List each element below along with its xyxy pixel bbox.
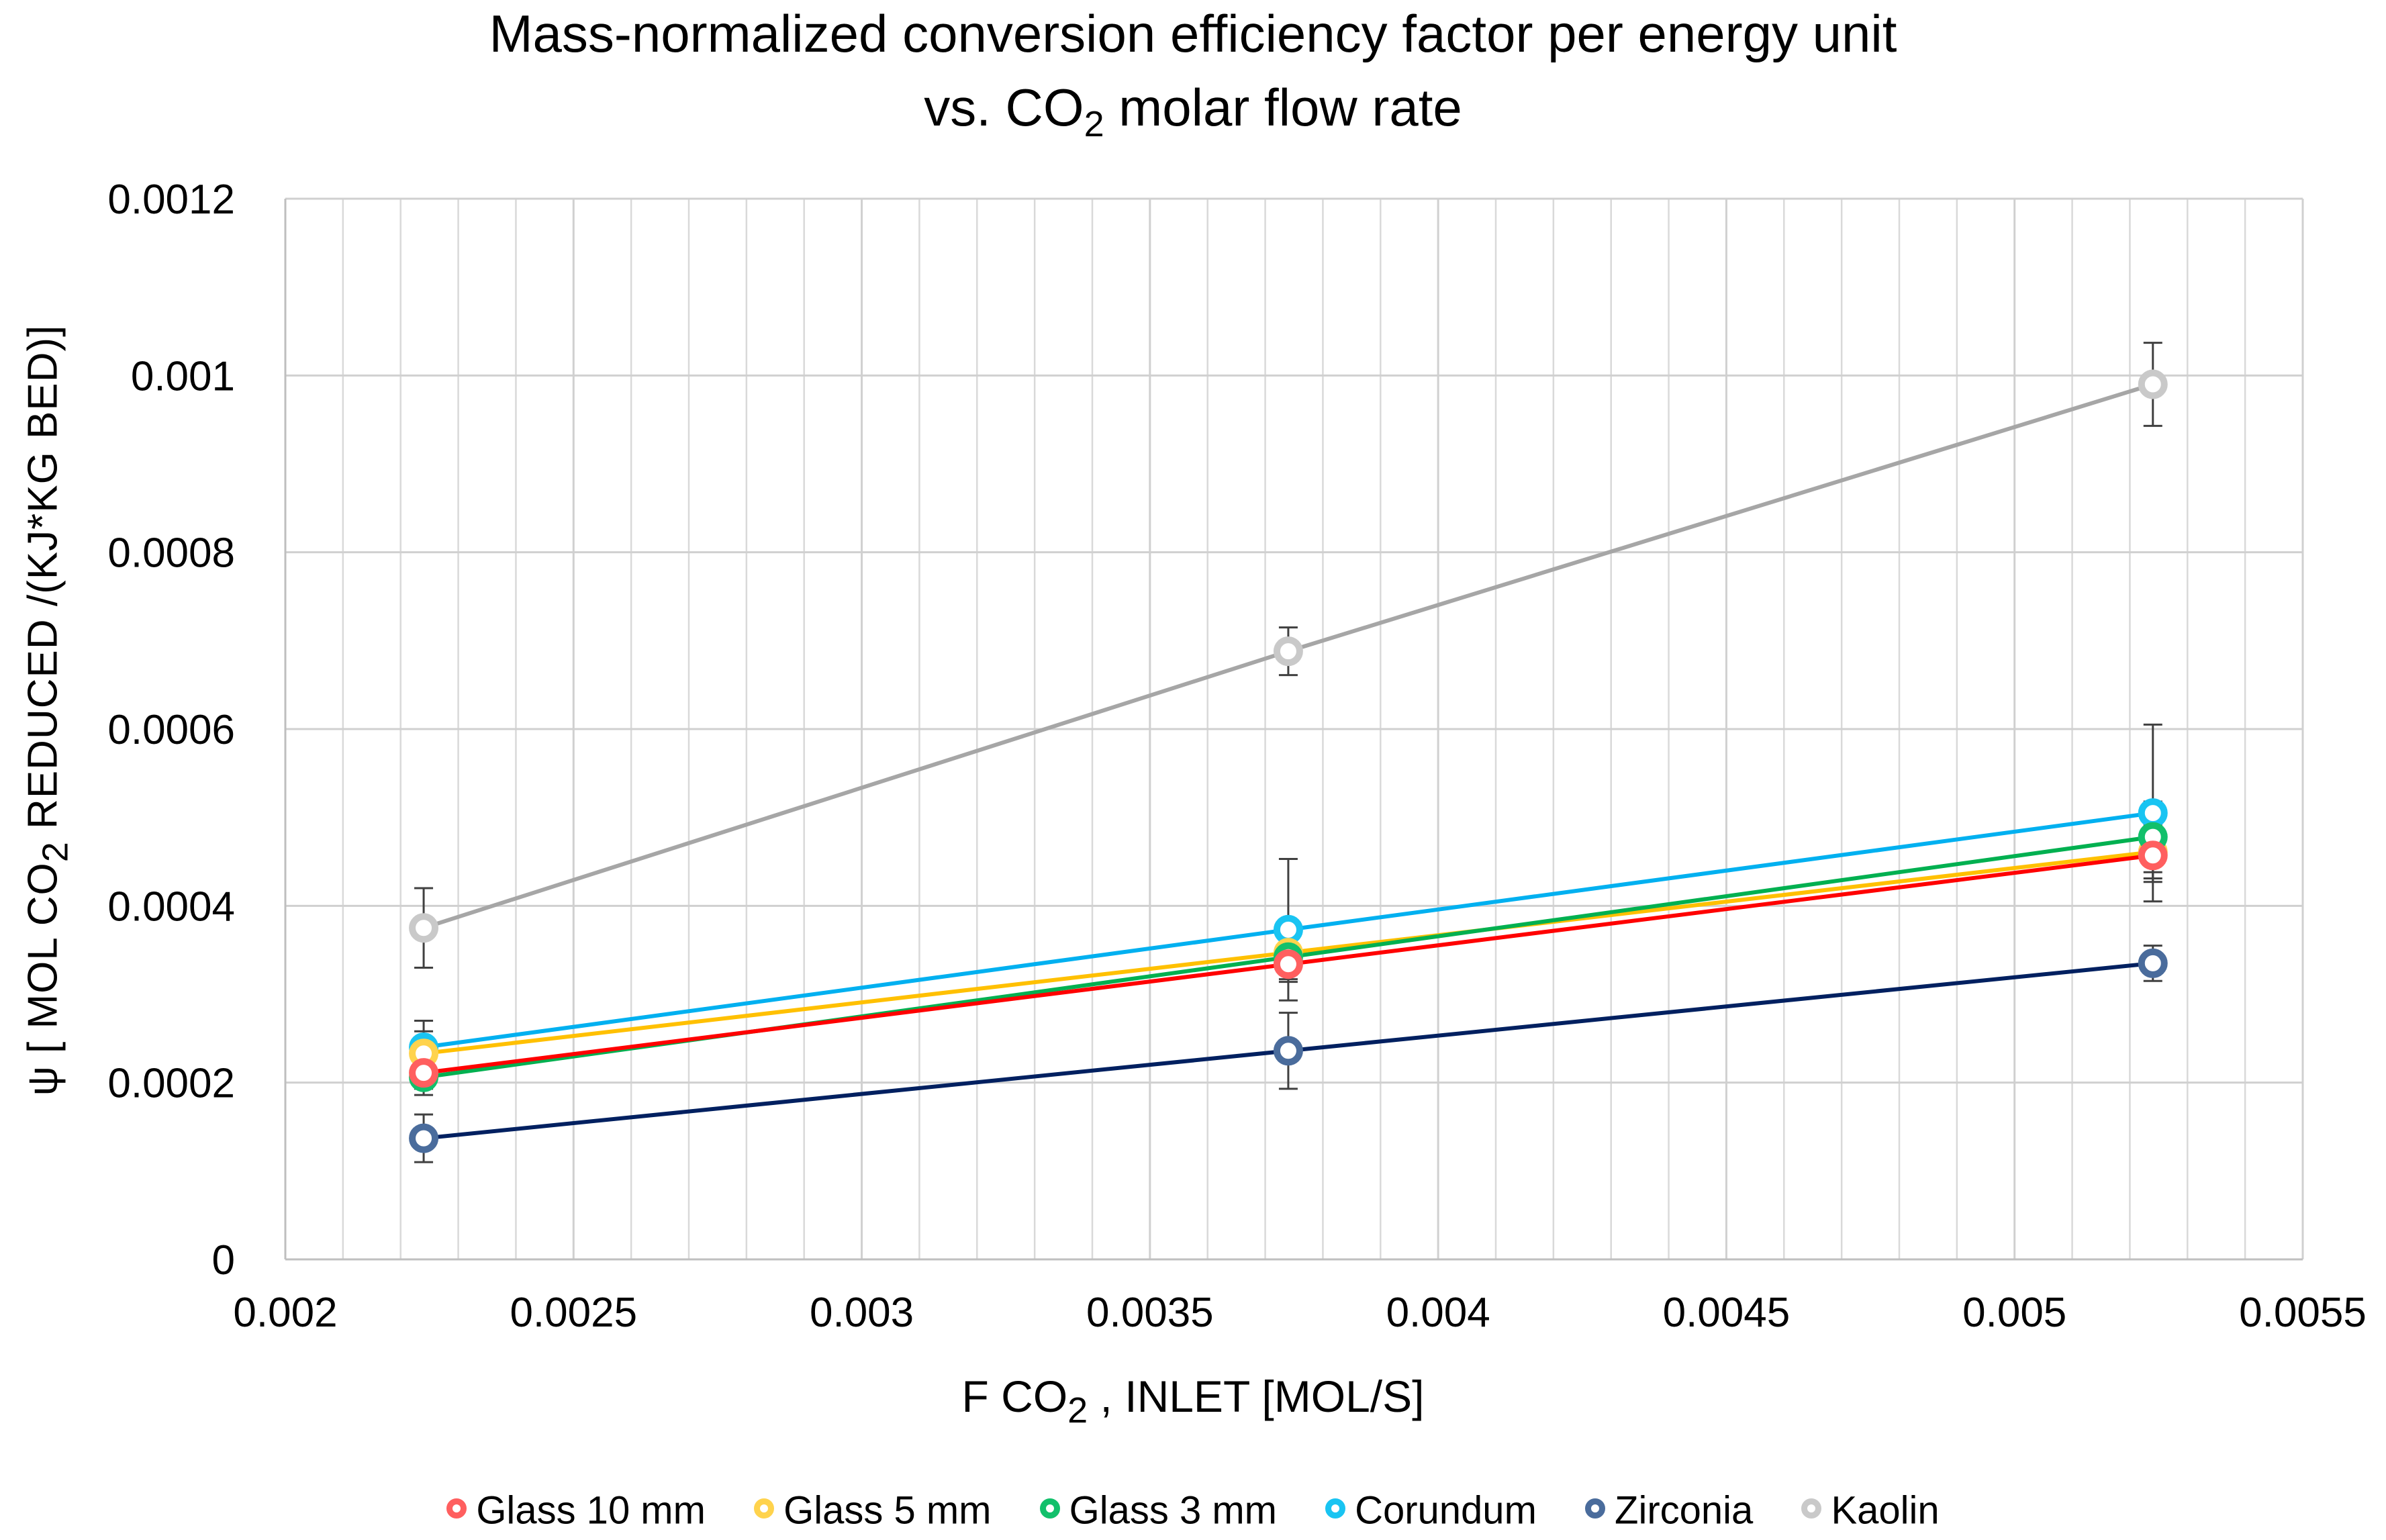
data-markers: [409, 369, 2168, 1153]
legend-marker-icon: [446, 1498, 467, 1519]
legend-label: Glass 5 mm: [783, 1488, 992, 1533]
legend-marker-icon: [1325, 1498, 1346, 1519]
y-axis-label-subscript: 2: [35, 841, 76, 863]
legend-marker-icon: [1801, 1498, 1822, 1519]
data-point: [409, 913, 439, 943]
axes: [284, 199, 2303, 1261]
x-tick-label: 0.0035: [1086, 1290, 1214, 1336]
y-tick-label: 0.0008: [107, 530, 235, 577]
y-axis-label-suffix: REDUCED /(KJ*KG BED)]: [19, 324, 66, 842]
legend-item: Zirconia: [1585, 1485, 1753, 1535]
y-tick-label: 0.0004: [107, 883, 235, 930]
data-point: [2138, 948, 2168, 978]
y-tick-label: 0.0006: [107, 707, 235, 753]
legend: Glass 10 mm Glass 5 mm Glass 3 mm Corund…: [0, 1484, 2386, 1535]
data-point: [2138, 840, 2168, 871]
x-tick-label: 0.0045: [1663, 1290, 1791, 1336]
data-point: [409, 1058, 439, 1088]
data-point: [2138, 369, 2168, 399]
data-point: [1273, 636, 1303, 667]
legend-label: Zirconia: [1615, 1488, 1754, 1533]
legend-item: Corundum: [1325, 1485, 1537, 1535]
legend-item: Glass 10 mm: [446, 1485, 706, 1535]
chart-title-line-1: Mass-normalized conversion efficiency fa…: [0, 1, 2386, 66]
chart-title-line-2: vs. CO2 molar flow rate: [0, 75, 2386, 146]
data-point: [409, 1123, 439, 1153]
chart-title-prefix: vs. CO: [924, 78, 1084, 137]
data-point: [2138, 798, 2168, 828]
y-axis-label-prefix: ψ [ MOL CO: [19, 862, 66, 1096]
x-tick-label: 0.003: [810, 1290, 914, 1336]
y-tick-label: 0: [212, 1237, 235, 1284]
legend-marker-icon: [754, 1498, 775, 1519]
y-tick-label: 0.001: [131, 353, 235, 399]
x-tick-label: 0.0055: [2239, 1290, 2367, 1336]
tick-labels: 0.002 0.0025 0.003 0.0035 0.004 0.0045 0.005 0.…: [107, 177, 2366, 1336]
legend-item: Kaolin: [1801, 1485, 1940, 1535]
x-tick-label: 0.002: [233, 1290, 337, 1336]
legend-label: Glass 3 mm: [1069, 1488, 1277, 1533]
legend-label: Corundum: [1355, 1488, 1537, 1533]
y-tick-label: 0.0012: [107, 177, 235, 223]
plot-area: 0.002 0.0025 0.003 0.0035 0.004 0.0045 0.005 0.…: [107, 177, 2366, 1336]
y-tick-label: 0.0002: [107, 1061, 235, 1107]
legend-label: Kaolin: [1831, 1488, 1940, 1533]
data-point: [1273, 949, 1303, 979]
chart-title-text-1: Mass-normalized conversion efficiency fa…: [489, 4, 1897, 63]
major-gridlines: [284, 197, 2304, 1261]
x-axis-label: F CO2 , INLET [MOL/S]: [0, 1369, 2386, 1431]
legend-item: Glass 3 mm: [1039, 1485, 1277, 1535]
y-axis-label: ψ [ MOL CO2 REDUCED /(KJ*KG BED)]: [19, 324, 76, 1096]
data-point: [1273, 914, 1303, 945]
x-axis-label-prefix: F CO: [961, 1371, 1068, 1421]
data-point: [1273, 1036, 1303, 1066]
x-axis-label-subscript: 2: [1067, 1390, 1088, 1431]
legend-label: Glass 10 mm: [476, 1488, 706, 1533]
x-axis-label-suffix: , INLET [MOL/S]: [1088, 1371, 1425, 1421]
legend-marker-icon: [1585, 1498, 1606, 1519]
chart-title-suffix: molar flow rate: [1104, 78, 1462, 137]
chart-title-subscript: 2: [1084, 104, 1104, 144]
x-tick-label: 0.0025: [510, 1290, 637, 1336]
x-tick-label: 0.004: [1386, 1290, 1490, 1336]
x-tick-label: 0.005: [1962, 1290, 2066, 1336]
legend-item: Glass 5 mm: [754, 1485, 991, 1535]
legend-marker-icon: [1039, 1498, 1060, 1519]
